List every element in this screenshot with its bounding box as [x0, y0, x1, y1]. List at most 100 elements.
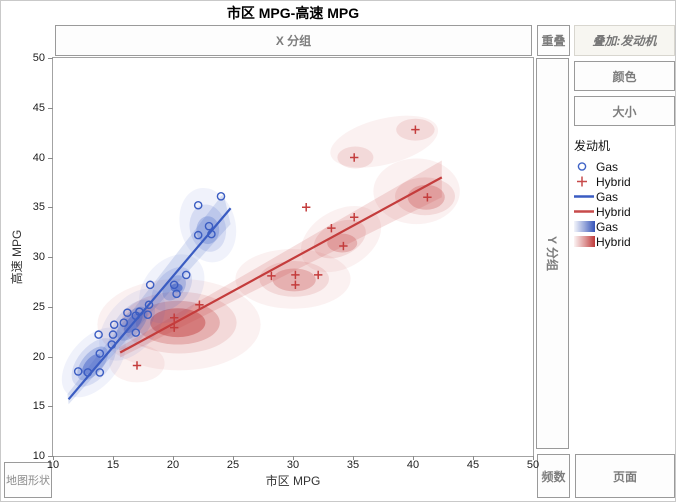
- legend-item-label: Gas: [596, 219, 619, 234]
- line-icon: [574, 205, 596, 218]
- gas-point[interactable]: [95, 349, 105, 358]
- hybrid-point[interactable]: [327, 223, 336, 233]
- drop-zone-overlay-engine[interactable]: 叠加:发动机: [574, 25, 675, 56]
- page-title: 市区 MPG-高速 MPG: [226, 5, 360, 21]
- hybrid-point[interactable]: [267, 271, 276, 281]
- hybrid-density-contour: [121, 291, 237, 354]
- legend-item-gas-line[interactable]: Gas: [574, 189, 675, 204]
- hybrid-point[interactable]: [350, 213, 359, 222]
- gas-density-contour: [71, 338, 116, 387]
- x-tick-label: 15: [106, 459, 120, 471]
- gas-point[interactable]: [131, 328, 141, 337]
- x-tick-label: 45: [466, 459, 480, 471]
- legend-item-hybrid-plus[interactable]: Hybrid: [574, 174, 675, 189]
- drop-zone-overlap[interactable]: 重叠: [537, 25, 570, 56]
- gas-point[interactable]: [108, 330, 118, 339]
- gas-point[interactable]: [94, 330, 103, 339]
- gas-point[interactable]: [135, 307, 144, 317]
- legend-item-gas-circle[interactable]: Gas: [574, 159, 675, 174]
- hybrid-density-contour: [259, 260, 329, 297]
- gas-density-contour: [189, 204, 227, 252]
- plot-area[interactable]: [52, 57, 534, 457]
- drop-zone-frequency[interactable]: 频数: [537, 454, 570, 498]
- gas-density-contour: [61, 327, 126, 398]
- legend-item-label: Hybrid: [596, 204, 631, 219]
- hybrid-density-contour: [313, 219, 366, 259]
- gas-point[interactable]: [193, 200, 203, 210]
- hybrid-density-contour: [235, 249, 351, 309]
- gas-point[interactable]: [216, 192, 226, 201]
- drop-zone-page[interactable]: 页面: [575, 454, 675, 498]
- gas-point[interactable]: [144, 300, 154, 310]
- hybrid-point[interactable]: [302, 203, 311, 212]
- gas-density-contour: [179, 187, 237, 263]
- drop-zone-x-group-label: X 分组: [275, 34, 312, 48]
- drop-zone-size[interactable]: 大小: [574, 96, 675, 126]
- plus-icon: [574, 175, 596, 188]
- hybrid-point[interactable]: [291, 280, 300, 290]
- gas-point[interactable]: [83, 368, 93, 377]
- gas-point[interactable]: [207, 229, 216, 239]
- y-tick-label: 50: [32, 52, 45, 64]
- y-tick-label: 20: [32, 350, 45, 363]
- drop-zone-color[interactable]: 颜色: [574, 61, 675, 91]
- drop-zone-y-group-label: Y 分组: [545, 235, 559, 272]
- gas-point[interactable]: [73, 367, 83, 376]
- hybrid-point[interactable]: [170, 323, 179, 332]
- x-tick-label: 30: [286, 459, 300, 471]
- circle-icon: [574, 160, 596, 173]
- x-axis-label: 市区 MPG: [265, 474, 321, 488]
- gas-point[interactable]: [193, 230, 203, 240]
- hybrid-point[interactable]: [132, 361, 142, 370]
- scatter-density-chart: [61, 115, 460, 405]
- line-icon: [574, 190, 596, 203]
- drop-zone-y-group[interactable]: Y 分组: [536, 58, 569, 449]
- gradient-icon: [574, 221, 596, 232]
- x-tick-label: 25: [226, 459, 240, 471]
- legend-item-label: Gas: [596, 189, 619, 204]
- hybrid-point[interactable]: [350, 153, 359, 162]
- drop-zone-page-label: 页面: [612, 469, 637, 484]
- gas-point[interactable]: [143, 310, 153, 320]
- y-axis-label: 高速 MPG: [10, 229, 24, 285]
- drop-zone-x-group[interactable]: X 分组: [55, 25, 532, 56]
- y-tick-label: 15: [32, 400, 45, 413]
- y-tick-label: 40: [32, 151, 45, 164]
- gas-point[interactable]: [123, 308, 132, 318]
- legend-item-label: Hybrid: [596, 234, 631, 249]
- gas-point[interactable]: [145, 280, 155, 290]
- gas-point[interactable]: [95, 368, 105, 377]
- gas-density-contour: [82, 354, 101, 375]
- hybrid-point[interactable]: [314, 270, 323, 280]
- gas-point[interactable]: [204, 221, 214, 231]
- gas-point[interactable]: [169, 280, 179, 290]
- hybrid-point[interactable]: [339, 241, 348, 251]
- hybrid-fit-line: [119, 176, 443, 354]
- hybrid-point[interactable]: [411, 125, 420, 134]
- hybrid-point[interactable]: [291, 270, 300, 280]
- drop-zone-map-shape[interactable]: 地图形状: [4, 462, 52, 498]
- legend-item-hybrid-line[interactable]: Hybrid: [574, 204, 675, 219]
- y-tick-label: 25: [32, 300, 45, 313]
- hybrid-density-contour: [327, 233, 358, 253]
- gas-fit-line: [67, 207, 232, 400]
- y-tick-label: 45: [32, 101, 45, 114]
- gas-point[interactable]: [181, 270, 191, 280]
- gradient-icon: [574, 236, 596, 247]
- hybrid-point[interactable]: [170, 313, 179, 322]
- legend: 发动机 Gas Hybrid Gas Hybrid Gas Hybrid: [574, 137, 675, 249]
- hybrid-point[interactable]: [423, 193, 432, 202]
- hybrid-density-contour: [97, 278, 261, 371]
- legend-item-hybrid-gradient[interactable]: Hybrid: [574, 234, 675, 249]
- drop-zone-frequency-label: 频数: [541, 469, 566, 484]
- gas-point[interactable]: [109, 320, 119, 329]
- legend-item-gas-gradient[interactable]: Gas: [574, 219, 675, 234]
- gas-point[interactable]: [107, 340, 117, 349]
- drop-zone-overlay-label: 叠加:发动机: [592, 34, 657, 48]
- legend-items: Gas Hybrid Gas Hybrid Gas Hybrid: [574, 159, 675, 249]
- gas-point[interactable]: [119, 318, 129, 327]
- hybrid-point[interactable]: [195, 300, 204, 309]
- gas-point[interactable]: [172, 289, 181, 299]
- x-tick-label: 40: [406, 459, 420, 471]
